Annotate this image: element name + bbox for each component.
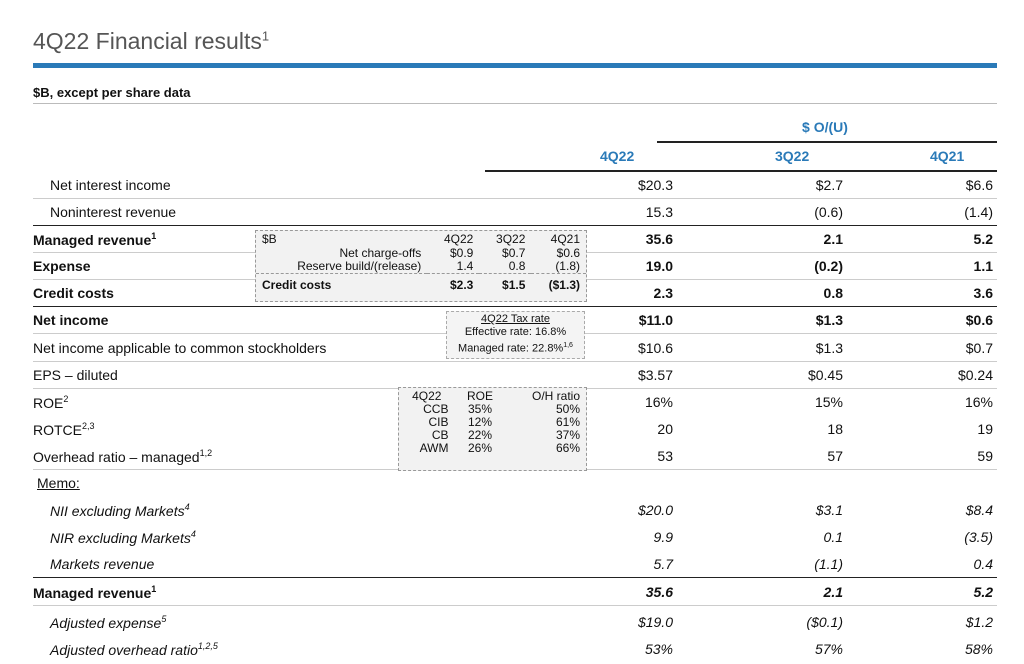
credit-costs-breakdown-box: $B 4Q22 3Q22 4Q21 Net charge-offs $0.9 $0.7 $0…: [255, 230, 587, 302]
memo-row: Adjusted expense5 $19.0 ($0.1) $1.2: [50, 614, 993, 631]
table-row: Credit costs 2.3 0.8 3.6: [33, 280, 997, 307]
title-rule: [33, 63, 997, 68]
unit-label: $B, except per share data: [33, 85, 191, 100]
variance-group-rule: [657, 141, 997, 143]
col-header-4q21: 4Q21: [930, 148, 965, 164]
memo-label: Memo:: [37, 475, 80, 491]
unit-divider: [33, 103, 997, 104]
table-row: Noninterest revenue 15.3 (0.6) (1.4): [33, 199, 997, 226]
variance-group-header: $ O/(U): [802, 119, 848, 135]
segment-roe-box: 4Q22 ROE O/H ratio CCB 35% 50% CIB 12% 61% CB 2…: [398, 387, 587, 471]
memo-row: NII excluding Markets4 $20.0 $3.1 $8.4: [50, 502, 993, 519]
table-row: Net income applicable to common stockhol…: [33, 335, 997, 362]
page-title: 4Q22 Financial results1: [33, 28, 270, 54]
table-row: ROE2 16% 15% 16%: [33, 394, 993, 411]
table-row: ROTCE2,3 20 18 19: [33, 421, 993, 438]
memo-row: NIR excluding Markets4 9.9 0.1 (3.5): [50, 529, 993, 546]
table-row: EPS – diluted $3.57 $0.45 $0.24: [33, 362, 997, 389]
memo-row: Managed revenue1 35.6 2.1 5.2: [33, 579, 997, 606]
tax-rate-box: 4Q22 Tax rate Effective rate: 16.8% Mana…: [446, 311, 585, 359]
column-header-rule: [485, 170, 997, 172]
memo-row: Adjusted overhead ratio1,2,5 53% 57% 58%: [50, 641, 993, 658]
memo-row: Markets revenue 5.7 (1.1) 0.4: [33, 551, 997, 578]
table-row: Net interest income $20.3 $2.7 $6.6: [33, 172, 997, 199]
col-header-3q22: 3Q22: [775, 148, 810, 164]
col-header-4q22: 4Q22: [600, 148, 635, 164]
